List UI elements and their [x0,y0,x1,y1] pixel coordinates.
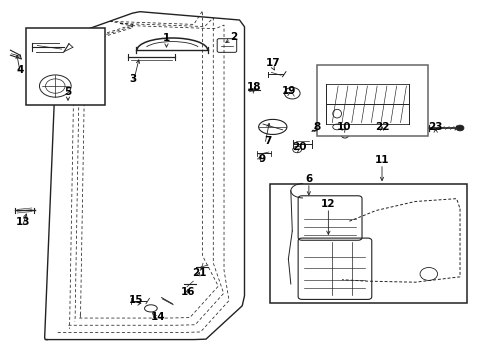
Circle shape [455,125,463,131]
Text: 1: 1 [163,33,170,43]
Text: 18: 18 [246,82,261,93]
Text: 16: 16 [181,287,195,297]
Bar [26,28,105,105]
Text: 20: 20 [291,142,306,152]
Text: 10: 10 [337,122,351,132]
Text: 11: 11 [374,155,388,165]
Text: 23: 23 [427,122,442,132]
Text: 2: 2 [230,32,237,41]
Text: 8: 8 [312,122,320,132]
Text: 21: 21 [192,267,206,278]
Text: 4: 4 [17,64,24,75]
Text: 14: 14 [150,312,164,322]
Text: 6: 6 [305,174,312,184]
Text: 9: 9 [258,154,264,164]
Bar [269,184,467,303]
Text: 7: 7 [264,136,271,146]
Bar [316,65,427,136]
Text: 17: 17 [265,58,280,68]
Text: 12: 12 [321,199,335,210]
Text: 22: 22 [374,122,388,132]
Text: 15: 15 [129,295,143,305]
Text: 19: 19 [282,86,296,96]
Text: 5: 5 [64,87,71,97]
Text: 13: 13 [15,217,30,227]
Text: 3: 3 [129,74,137,84]
